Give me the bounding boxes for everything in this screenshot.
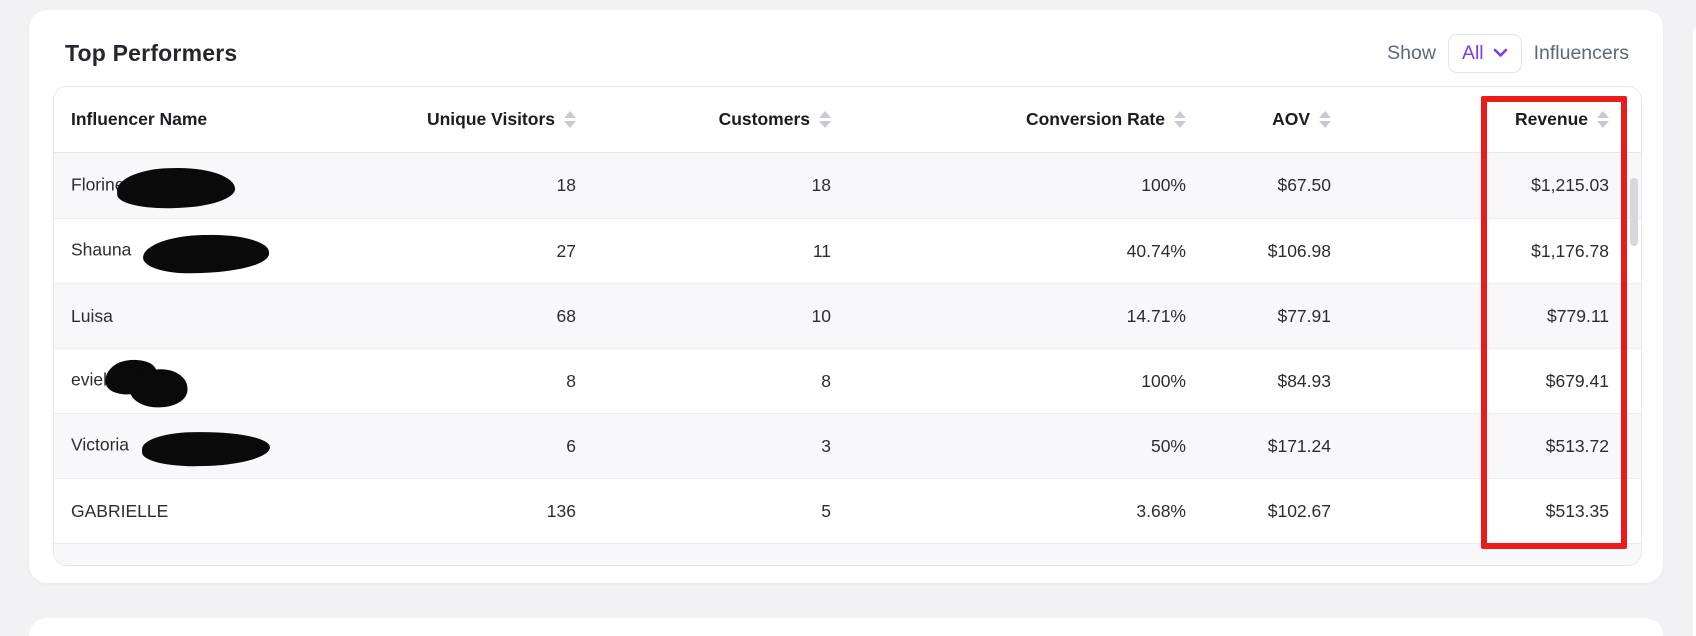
cell-visitors: 136 — [546, 500, 576, 521]
cell-name: GABRIELLE — [54, 501, 384, 522]
column-label: Revenue — [1515, 109, 1588, 129]
cell-name: Shauna — [54, 232, 384, 275]
cell-visitors: 6 — [566, 435, 576, 456]
cell-customers: 11 — [812, 240, 831, 261]
column-label: Conversion Rate — [1025, 109, 1165, 129]
column-header-customers[interactable]: Customers — [576, 109, 831, 130]
cell-conversion: 14.71% — [1126, 305, 1186, 326]
redaction-scribble — [143, 233, 270, 275]
cell-customers: 18 — [811, 175, 831, 195]
show-filter-value: All — [1461, 41, 1484, 64]
show-filter-select[interactable]: All — [1447, 33, 1522, 73]
table-row: Shauna 27 11 40.74% $106.98 $1,176.78 — [54, 218, 1641, 283]
sort-icon[interactable] — [1174, 111, 1186, 128]
cell-aov: $102.67 — [1267, 500, 1331, 521]
redaction-scribble — [141, 430, 271, 468]
cell-customers: 5 — [821, 500, 831, 521]
chevron-down-icon — [1493, 48, 1508, 58]
top-performers-card: Top Performers Show All Influencers Infl… — [29, 10, 1663, 583]
influencer-name: eviek — [71, 369, 112, 390]
cell-revenue: $1,176.78 — [1531, 240, 1609, 261]
cell-visitors: 8 — [566, 370, 576, 391]
next-card-sliver — [29, 618, 1663, 636]
sort-icon[interactable] — [1319, 111, 1331, 128]
column-header-revenue[interactable]: Revenue — [1331, 109, 1641, 130]
cell-revenue: $513.72 — [1545, 435, 1609, 456]
cell-visitors: 68 — [556, 305, 576, 326]
show-label: Show — [1387, 41, 1436, 64]
cell-name: Florine — [54, 165, 384, 210]
show-suffix-label: Influencers — [1533, 41, 1629, 64]
table-row: Victoria 6 3 50% $171.24 $513.72 — [54, 413, 1641, 478]
column-header-conversion-rate[interactable]: Conversion Rate — [831, 109, 1186, 130]
table-scrollbar-thumb[interactable] — [1630, 178, 1638, 246]
cell-name: eviek — [54, 355, 384, 399]
cell-aov: $84.93 — [1277, 370, 1331, 391]
column-label: AOV — [1272, 109, 1310, 129]
cell-revenue: $779.11 — [1547, 305, 1609, 326]
cell-visitors: 27 — [556, 240, 576, 261]
redaction-scribble — [102, 355, 160, 399]
column-header-unique-visitors[interactable]: Unique Visitors — [384, 109, 576, 130]
cell-name: Victoria — [54, 429, 384, 468]
influencer-name: Victoria — [71, 434, 130, 455]
cell-aov: $171.24 — [1267, 435, 1331, 456]
cell-conversion: 100% — [1141, 370, 1186, 391]
sort-icon[interactable] — [564, 111, 576, 128]
column-label: Influencer Name — [71, 109, 208, 129]
column-header-influencer-name: Influencer Name — [54, 109, 384, 130]
column-header-aov[interactable]: AOV — [1186, 109, 1331, 130]
cell-revenue: $513.35 — [1545, 500, 1609, 521]
sort-icon[interactable] — [819, 111, 831, 128]
influencer-name: GABRIELLE — [71, 500, 169, 521]
cell-visitors: 18 — [556, 175, 576, 195]
influencer-name: Florine — [71, 174, 125, 195]
influencer-name: Luisa — [71, 305, 113, 326]
cell-conversion: 50% — [1150, 435, 1186, 456]
table-body: Florine 18 18 100% $67.50 $1,215.03 Shauna 27 11… — [54, 153, 1641, 565]
table-header-row: Influencer Name Unique Visitors Customers C… — [54, 87, 1641, 153]
page-title: Top Performers — [65, 39, 238, 66]
column-label: Customers — [718, 109, 810, 129]
redaction-scribble — [115, 165, 236, 210]
column-label: Unique Visitors — [426, 109, 555, 129]
cell-aov: $67.50 — [1277, 175, 1331, 195]
table-row: GABRIELLE 136 5 3.68% $102.67 $513.35 — [54, 478, 1641, 543]
sort-icon[interactable] — [1597, 111, 1609, 128]
cell-aov: $106.98 — [1267, 240, 1331, 261]
cell-conversion: 40.74% — [1126, 240, 1186, 261]
cell-conversion: 3.68% — [1136, 500, 1186, 521]
cell-revenue: $679.41 — [1545, 370, 1609, 391]
cell-customers: 3 — [821, 435, 831, 456]
show-filter: Show All Influencers — [1387, 33, 1629, 73]
cell-name: Luisa — [54, 306, 384, 327]
table-row: Florine 18 18 100% $67.50 $1,215.03 — [54, 153, 1641, 218]
cell-revenue: $1,215.03 — [1531, 175, 1609, 195]
adjacent-panel-edge — [1693, 28, 1696, 636]
influencer-name: Shauna — [71, 239, 132, 260]
cell-conversion: 100% — [1141, 175, 1186, 195]
cell-customers: 8 — [821, 370, 831, 391]
card-header: Top Performers Show All Influencers — [29, 10, 1663, 86]
table-row: Luisa 68 10 14.71% $77.91 $779.11 — [54, 283, 1641, 348]
table-row: eviek 8 8 100% $84.93 $679.41 — [54, 348, 1641, 413]
cell-customers: 10 — [811, 305, 831, 326]
table-row-partial — [54, 543, 1641, 565]
performers-table: Influencer Name Unique Visitors Customers C… — [53, 86, 1642, 566]
cell-aov: $77.91 — [1277, 305, 1331, 326]
